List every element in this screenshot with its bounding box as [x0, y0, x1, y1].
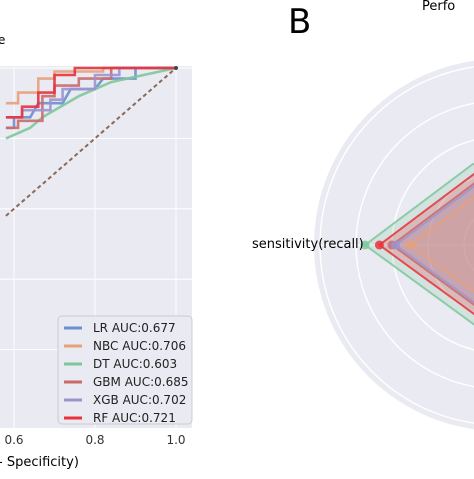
panel-b-letter: B: [288, 2, 311, 42]
roc-title-fragment: e: [0, 33, 5, 47]
roc-xlabel-fragment: - Specificity): [0, 455, 79, 470]
roc-x-tick-label: 0.6: [4, 433, 23, 447]
roc-line-dt: [5, 66, 177, 140]
radar-polygon-gbm: [390, 182, 474, 307]
roc-panel: 0.6 0.8 1.0 e - Specificity) LR AUC:0.677 N…: [0, 33, 193, 470]
radar-point-nbc: [405, 240, 415, 250]
legend-label-rf: RF AUC:0.721: [93, 411, 176, 425]
legend-label-dt: DT AUC:0.603: [93, 357, 177, 371]
roc-end-point: [174, 66, 178, 70]
radar-point-rf: [374, 240, 384, 250]
radar-point-dt: [360, 240, 370, 250]
radar-polygon-rf: [377, 172, 474, 316]
legend-label-xgb: XGB AUC:0.702: [93, 393, 186, 407]
roc-series-group: [5, 66, 178, 217]
roc-x-tick-label: 0.8: [85, 433, 104, 447]
radar-title-fragment: Perfo: [422, 0, 455, 14]
legend-label-gbm: GBM AUC:0.685: [93, 375, 188, 389]
legend-label-lr: LR AUC:0.677: [93, 321, 176, 335]
radar-points: [360, 240, 415, 250]
roc-x-tick-label: 1.0: [166, 433, 185, 447]
radar-point-xgb: [391, 240, 401, 250]
radar-polygon-xgb: [393, 184, 474, 304]
roc-line-rf: [5, 66, 176, 119]
legend-label-nbc: NBC AUC:0.706: [93, 339, 186, 353]
roc-legend: LR AUC:0.677 NBC AUC:0.706 DT AUC:0.603 GBM…: [57, 315, 193, 425]
roc-x-ticks: 0.6 0.8 1.0: [4, 433, 185, 447]
roc-line-nbc: [5, 66, 176, 105]
radar-panel: B Perfo sensitivity(recall): [252, 0, 474, 430]
legend-box: [57, 315, 193, 425]
radar-polygons: [363, 162, 474, 326]
radar-axis-label-sensitivity: sensitivity(recall): [252, 237, 364, 252]
roc-chance-line: [5, 67, 177, 217]
